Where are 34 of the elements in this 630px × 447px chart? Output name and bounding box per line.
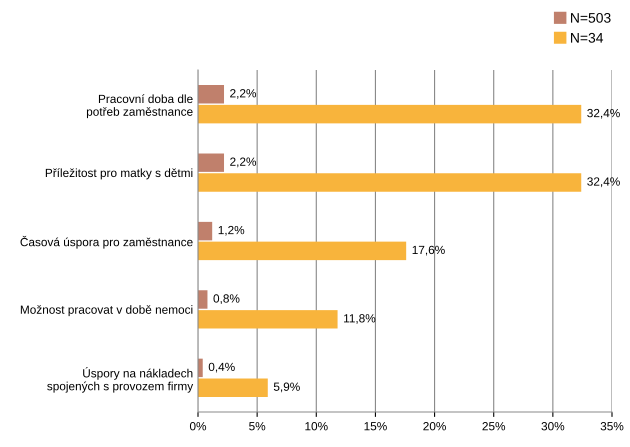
data-label: 0,8% xyxy=(213,294,240,304)
bar xyxy=(198,85,224,104)
data-label: 17,6% xyxy=(412,246,445,256)
legend-label: N=503 xyxy=(571,12,611,23)
data-label: 1,2% xyxy=(218,226,244,236)
bar xyxy=(198,378,268,397)
bar xyxy=(198,290,208,309)
bar xyxy=(198,173,582,192)
x-tick-label: 35% xyxy=(600,422,624,430)
x-tick-label: 5% xyxy=(249,422,266,430)
x-tick-label: 10% xyxy=(305,422,328,430)
x-tick-label: 0% xyxy=(190,422,206,430)
y-tick-label: Možnost pracovat v době nemoci xyxy=(20,305,192,316)
bar xyxy=(198,153,224,172)
y-tick-label: Úspory na nákladech spojených s provozem firmy xyxy=(47,367,194,393)
data-label: 2,2% xyxy=(230,157,256,168)
y-tick-label: Pracovní doba dle potřeb zaměstnance xyxy=(86,94,193,118)
y-tick-label: Časová úspora pro zaměstnance xyxy=(20,236,193,249)
x-tick-label: 25% xyxy=(482,422,506,430)
y-tick-label: Příležitost pro matky s dětmi xyxy=(46,168,192,180)
x-tick-label: 20% xyxy=(423,422,446,430)
legend-label: N=34 xyxy=(571,32,604,43)
data-label: 5,9% xyxy=(274,382,300,392)
data-label: 11,8% xyxy=(344,314,376,324)
bar xyxy=(198,310,338,329)
data-label: 0,4% xyxy=(208,362,235,372)
x-tick-label: 30% xyxy=(541,422,564,430)
bar xyxy=(198,242,406,260)
data-label: 32,4% xyxy=(587,108,620,119)
data-label: 32,4% xyxy=(587,177,620,188)
bar xyxy=(198,104,582,124)
bar xyxy=(198,222,212,240)
x-tick-label: 15% xyxy=(364,422,387,430)
data-label: 2,2% xyxy=(230,89,256,99)
